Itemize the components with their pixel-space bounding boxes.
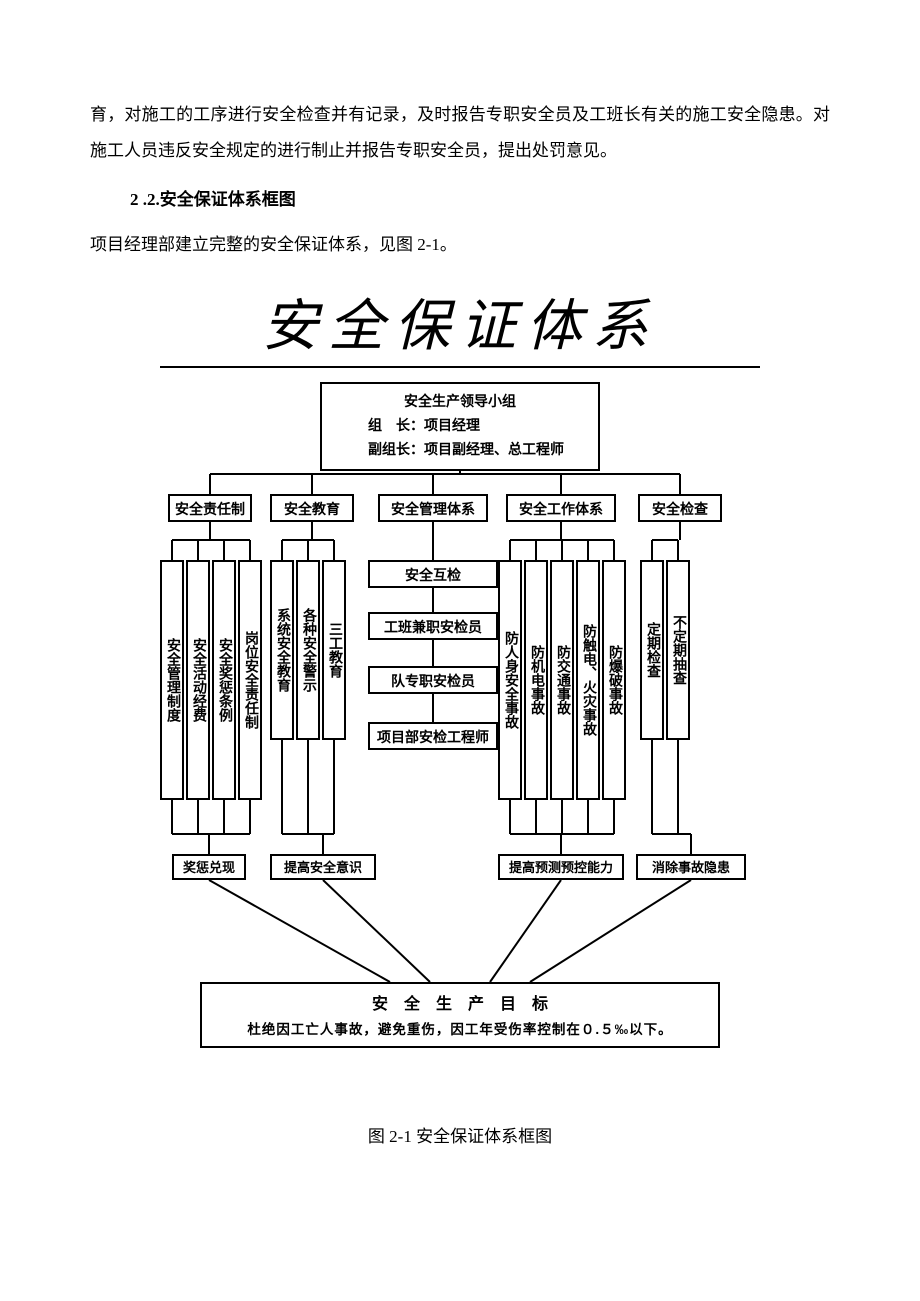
vcol-management-rules: 安全管理制度: [160, 560, 184, 800]
branch-management: 安全管理体系: [378, 494, 488, 522]
vcol-periodic-check: 定期检查: [640, 560, 664, 740]
diagram-big-title: 安全保证体系: [90, 281, 830, 362]
mid-team-inspector: 工班兼职安检员: [368, 612, 498, 640]
branch-responsibility: 安全责任制: [168, 494, 252, 522]
vcol-activity-funds: 安全活动经费: [186, 560, 210, 800]
top-line1: 安全生产领导小组: [322, 390, 598, 414]
intro-paragraph: 项目经理部建立完整的安全保证体系，见图 2-1。: [90, 227, 830, 263]
mid-mutual-check: 安全互检: [368, 560, 498, 588]
vcol-prevent-mech: 防机电事故: [524, 560, 548, 800]
branch-work-system: 安全工作体系: [506, 494, 616, 522]
section-heading: 2 .2.安全保证体系框图: [130, 185, 830, 210]
paragraph-continuation: 育，对施工的工序进行安全检查并有记录，及时报告专职安全员及工班长有关的施工安全隐…: [90, 97, 830, 168]
top-line2: 组 长：项目经理: [322, 414, 598, 438]
vcol-three-edu: 三工教育: [322, 560, 346, 740]
title-underline: [160, 366, 760, 368]
vcol-system-edu: 系统安全教育: [270, 560, 294, 740]
vcol-warnings: 各种安全警示: [296, 560, 320, 740]
out-prediction: 提高预测预控能力: [498, 854, 624, 880]
vcol-random-check: 不定期抽查: [666, 560, 690, 740]
goal-box: 安全生产目标 杜绝因工亡人事故，避免重伤，因工年受伤率控制在０.５‰以下。: [200, 982, 720, 1048]
vcol-prevent-blast: 防爆破事故: [602, 560, 626, 800]
goal-text: 杜绝因工亡人事故，避免重伤，因工年受伤率控制在０.５‰以下。: [202, 1018, 718, 1038]
top-line3: 副组长：项目副经理、总工程师: [322, 438, 598, 462]
out-awareness: 提高安全意识: [270, 854, 376, 880]
safety-system-diagram: 安全生产领导小组 组 长：项目经理 副组长：项目副经理、总工程师 安全责任制 安…: [160, 382, 760, 1062]
vcol-prevent-injury: 防人身安全事故: [498, 560, 522, 800]
vcol-prevent-traffic: 防交通事故: [550, 560, 574, 800]
out-reward: 奖惩兑现: [172, 854, 246, 880]
vcol-prevent-elec-fire: 防触电、火灾事故: [576, 560, 600, 800]
top-leadership-box: 安全生产领导小组 组 长：项目经理 副组长：项目副经理、总工程师: [320, 382, 600, 471]
mid-project-engineer: 项目部安检工程师: [368, 722, 498, 750]
out-eliminate: 消除事故隐患: [636, 854, 746, 880]
vcol-post-duty: 岗位安全责任制: [238, 560, 262, 800]
branch-education: 安全教育: [270, 494, 354, 522]
goal-title: 安全生产目标: [202, 990, 718, 1014]
vcol-reward-punish: 安全奖惩条例: [212, 560, 236, 800]
mid-squad-inspector: 队专职安检员: [368, 666, 498, 694]
figure-caption: 图 2-1 安全保证体系框图: [90, 1122, 830, 1147]
branch-inspection: 安全检查: [638, 494, 722, 522]
